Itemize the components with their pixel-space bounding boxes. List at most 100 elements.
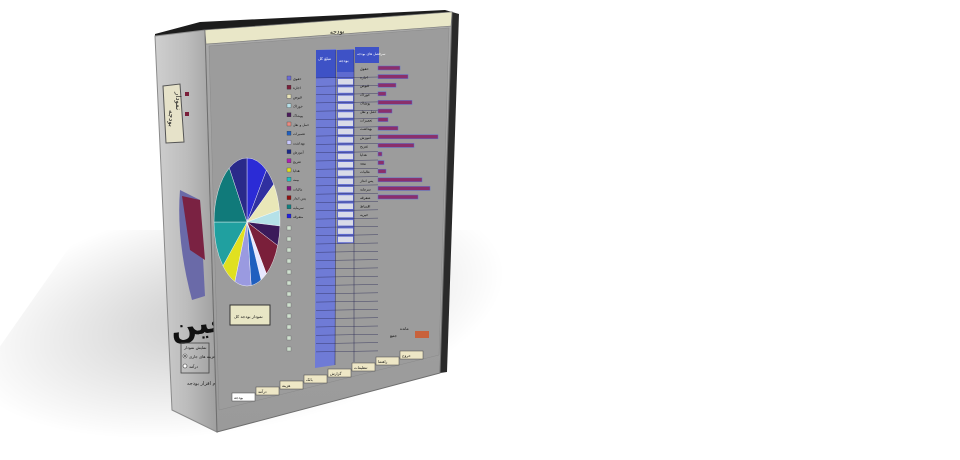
sheet-tabs: بودجه درآمد هزینه بانک گزارش تنظیمات راهنما خرو… [231, 350, 424, 402]
table-cell[interactable] [338, 211, 353, 218]
sheet-tab[interactable]: درآمد [255, 386, 280, 396]
legend-swatch [286, 85, 292, 90]
table-cell[interactable] [338, 236, 353, 243]
table-cell[interactable] [338, 87, 353, 93]
category-bar [377, 160, 385, 165]
legend-swatch [286, 195, 292, 200]
category-label: اقساط [360, 205, 370, 209]
legend-swatch [286, 167, 292, 173]
grid-line [315, 267, 379, 270]
category-bar [377, 151, 383, 157]
grid-line [315, 85, 379, 87]
table-cell[interactable] [338, 228, 353, 234]
legend-label: هدایا [293, 169, 300, 173]
spine-footer: نرم افزار بودجه [187, 381, 220, 387]
sheet-title: بودجه [330, 28, 345, 36]
table-cell[interactable] [338, 170, 353, 176]
spine-swatch [185, 92, 189, 96]
sheet-tab-label: بانک [306, 377, 313, 382]
grid-line [315, 276, 379, 278]
spine-pie-wedge [179, 190, 205, 300]
sheet-tab-label: خروج [402, 353, 411, 358]
sheet-tab[interactable]: تنظیمات [351, 362, 376, 372]
grid-line [315, 159, 379, 162]
sheet-tab[interactable]: خروج [399, 350, 424, 360]
table-cell[interactable] [338, 103, 353, 110]
legend-swatch [286, 269, 292, 275]
pie-slice [213, 167, 248, 223]
category-bar [377, 74, 409, 79]
category-label: خیریه [360, 213, 368, 217]
grid-line [315, 317, 379, 319]
amount-header [316, 50, 336, 78]
pie-slice [229, 157, 248, 223]
table-cell[interactable] [338, 79, 353, 85]
sheet-tab[interactable]: راهنما [375, 356, 400, 366]
sheet-tab-label: راهنما [378, 359, 388, 364]
table-cell[interactable] [338, 95, 353, 102]
category-label: بیمه [360, 162, 366, 166]
category-rows: حقوق اجاره قبوض خوراک پوشاک حمل و نقل تعمیرات ب… [359, 65, 439, 217]
legend-label: آموزش [293, 151, 305, 155]
pie-chart [213, 157, 281, 287]
table-cell[interactable] [338, 195, 353, 201]
category-header [355, 47, 379, 63]
table-cell[interactable] [338, 145, 353, 151]
table-cell[interactable] [338, 220, 353, 226]
sheet-tab[interactable]: گزارش [327, 368, 352, 378]
category-bar [377, 82, 397, 88]
category-label: آموزش [360, 135, 372, 140]
legend-label: بیمه [293, 178, 299, 182]
table-cell[interactable] [338, 120, 353, 127]
chart-button[interactable]: نمودار بودجه کل [229, 304, 271, 326]
sheet-tab[interactable]: بانک [303, 374, 328, 384]
table-cell[interactable] [338, 178, 353, 185]
legend-swatch [286, 236, 292, 242]
grid-line [315, 143, 379, 145]
grid-line [315, 76, 379, 79]
grid-line [315, 118, 379, 120]
spine-radio-2[interactable] [182, 363, 188, 369]
legend-label: قبوض [293, 95, 302, 99]
legend-swatch [286, 112, 292, 117]
table-cell[interactable] [338, 128, 353, 135]
table-cell[interactable] [338, 137, 353, 143]
legend-label: سرمایه [293, 206, 304, 210]
category-label: هدایا [360, 153, 367, 157]
grid-line [315, 234, 379, 236]
legend-swatch [286, 103, 292, 108]
grid-line [315, 300, 379, 303]
category-label: حقوق [360, 67, 369, 71]
category-label: پس انداز [359, 179, 373, 183]
table-cell[interactable] [338, 186, 353, 193]
table-cell[interactable] [338, 153, 353, 160]
legend-swatch [286, 291, 292, 297]
category-bar [377, 117, 389, 122]
sheet-tab-label: درآمد [258, 389, 267, 394]
category-label: سرمایه [360, 187, 371, 191]
category-label: متفرقه [360, 196, 371, 200]
legend-swatch [286, 158, 292, 163]
legend-label: تعمیرات [293, 132, 305, 136]
bottom-label-2: مانده [400, 326, 409, 331]
table-cell[interactable] [338, 203, 353, 210]
grid-line [315, 217, 379, 220]
spine-swatch [185, 112, 189, 116]
table-cell[interactable] [338, 112, 353, 118]
category-bar [377, 125, 399, 131]
category-label: اجاره [360, 76, 368, 80]
legend-label: خوراک [293, 104, 303, 109]
grid-line [315, 151, 379, 153]
grid-line [315, 184, 379, 187]
sheet-tab[interactable]: بودجه [231, 392, 256, 402]
sheet-tab[interactable]: هزینه [279, 380, 304, 390]
category-label: خوراک [360, 92, 370, 97]
grid-line [315, 342, 379, 344]
table-cell[interactable] [338, 162, 353, 168]
category-label: تعمیرات [360, 119, 372, 123]
legend-label: مالیات [293, 187, 303, 191]
sheet-tab-label: بودجه [234, 395, 243, 400]
grid-line [315, 325, 379, 328]
grid-line [315, 284, 379, 286]
